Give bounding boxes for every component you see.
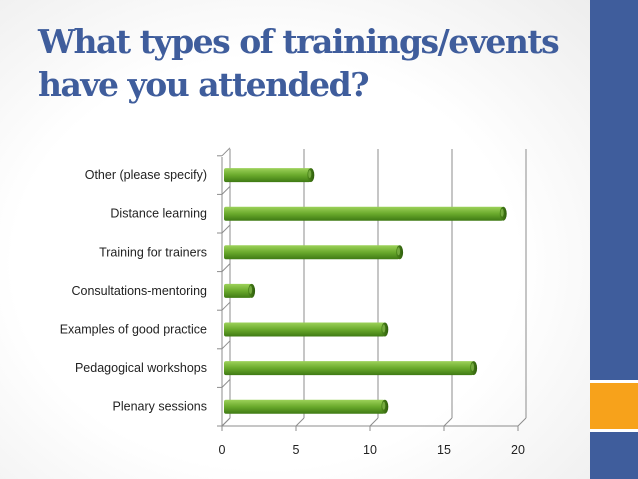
gridline-floor [517, 417, 527, 427]
bar-cap-highlight [471, 363, 475, 372]
y-tick-connector [221, 263, 231, 272]
slide-title-line-2: have you attended? [38, 65, 370, 104]
slide-title: What types of trainings/events have you … [38, 20, 578, 106]
category-label: Plenary sessions [113, 400, 208, 414]
bar [224, 399, 389, 414]
y-tick-connector [221, 301, 231, 311]
bar-body [224, 322, 385, 337]
category-label: Examples of good practice [60, 323, 207, 337]
slide-background [0, 0, 590, 479]
category-label: Consultations-mentoring [72, 284, 208, 298]
bar [224, 361, 478, 376]
y-tick-connector [221, 379, 231, 388]
bar [224, 168, 315, 183]
x-tick-label: 15 [437, 443, 451, 457]
category-labels: Plenary sessions Pedagogical workshops Exa… [60, 168, 207, 414]
bar-body [224, 245, 400, 260]
side-orange-block [590, 383, 638, 429]
axes [217, 147, 519, 431]
bar [224, 245, 404, 260]
bar [224, 206, 507, 221]
y-tick-connector [221, 186, 231, 195]
category-label: Distance learning [110, 207, 207, 221]
bar-body [224, 206, 504, 221]
bar-body [224, 168, 311, 183]
bar-cap-highlight [382, 324, 386, 333]
bar-cap-highlight [397, 247, 401, 256]
bar-cap-highlight [308, 170, 312, 179]
y-tick-connector [221, 340, 231, 350]
grid-lines [221, 149, 527, 427]
y-tick-connector [221, 417, 231, 427]
x-tick-label: 0 [219, 443, 226, 457]
gridline-floor [443, 417, 453, 427]
bar-chart: Plenary sessions Pedagogical workshops Exa… [60, 147, 527, 457]
category-label: Other (please specify) [85, 168, 207, 182]
bar-body [224, 399, 385, 414]
x-tick-label: 5 [293, 443, 300, 457]
bars [224, 168, 507, 414]
side-divider-bottom [590, 429, 638, 432]
bar [224, 322, 389, 337]
bar-cap-highlight [500, 208, 504, 217]
bar-body [224, 283, 252, 298]
gridline-floor [295, 417, 305, 427]
side-divider-top [590, 380, 638, 383]
bar [224, 283, 256, 298]
x-tick-labels: 0 5 10 15 20 [219, 443, 525, 457]
x-tick-label: 10 [363, 443, 377, 457]
x-tick-label: 20 [511, 443, 525, 457]
gridline-floor [369, 417, 379, 427]
category-label: Training for trainers [99, 245, 207, 259]
y-tick-connector [221, 224, 231, 234]
category-label: Pedagogical workshops [75, 361, 207, 375]
bar-cap-highlight [249, 285, 253, 294]
bar-body [224, 361, 474, 376]
y-tick-connector [221, 147, 231, 157]
bar-cap-highlight [382, 401, 386, 410]
slide-title-line-1: What types of trainings/events [38, 22, 560, 61]
